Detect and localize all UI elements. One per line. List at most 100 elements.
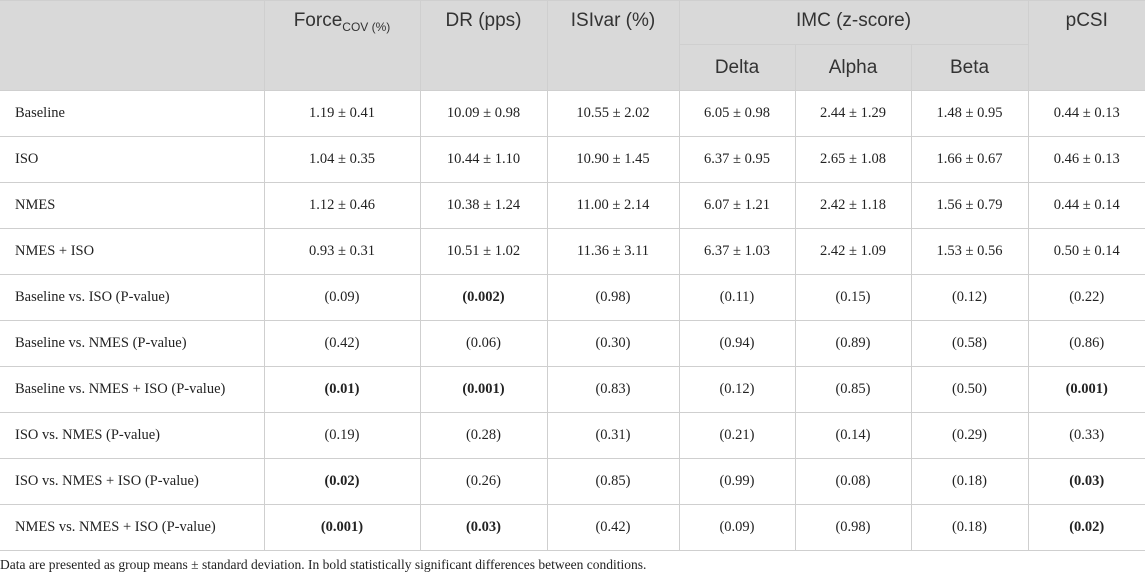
table-cell: 1.53 ± 0.56 — [910, 228, 1029, 275]
row-label: ISO vs. NMES + ISO (P-value) — [0, 458, 265, 505]
table-cell: (0.11) — [678, 274, 796, 321]
table-cell: 2.65 ± 1.08 — [794, 136, 912, 183]
table-cell: (0.02) — [1027, 504, 1145, 551]
table-cell: (0.14) — [794, 412, 912, 459]
table-header: ForceCOV (%) DR (pps) ISIvar (%) IMC (z-… — [0, 0, 1145, 91]
table-row: Baseline vs. ISO (P-value) (0.09) (0.002)(… — [0, 274, 1145, 321]
table-cell: 2.42 ± 1.18 — [794, 182, 912, 229]
row-label: ISO — [0, 136, 265, 183]
table-cell: 6.37 ± 1.03 — [678, 228, 796, 275]
header-imc: IMC (z-score) — [678, 0, 1029, 45]
table-row: ISO vs. NMES + ISO (P-value) (0.02) (0.26)… — [0, 458, 1145, 505]
table-cell: (0.22) — [1027, 274, 1145, 321]
table-cell: 0.46 ± 0.13 — [1027, 136, 1145, 183]
row-label: Baseline vs. NMES (P-value) — [0, 320, 265, 367]
table-cell: 0.44 ± 0.14 — [1027, 182, 1145, 229]
table-cell: (0.01) — [263, 366, 421, 413]
table-cell: (0.89) — [794, 320, 912, 367]
table-row: Baseline 1.19 ± 0.41 10.09 ± 0.98 10.55 ± 2… — [0, 90, 1145, 137]
table-row: ISO vs. NMES (P-value) (0.19) (0.28) (0.31)… — [0, 412, 1145, 459]
table-cell: (0.03) — [1027, 458, 1145, 505]
table-cell: (0.03) — [419, 504, 548, 551]
table-cell: 6.05 ± 0.98 — [678, 90, 796, 137]
table-cell: 2.42 ± 1.09 — [794, 228, 912, 275]
table-cell: (0.30) — [546, 320, 680, 367]
table-cell: (0.94) — [678, 320, 796, 367]
header-force-subscript: COV (%) — [342, 20, 391, 34]
table-cell: (0.18) — [910, 504, 1029, 551]
table-cell: 1.48 ± 0.95 — [910, 90, 1029, 137]
table-cell: (0.83) — [546, 366, 680, 413]
table-cell: (0.12) — [910, 274, 1029, 321]
table-cell: 10.09 ± 0.98 — [419, 90, 548, 137]
table-cell: 1.12 ± 0.46 — [263, 182, 421, 229]
header-blank — [0, 0, 265, 91]
table-cell: 6.37 ± 0.95 — [678, 136, 796, 183]
row-label: Baseline — [0, 90, 265, 137]
header-isivar: ISIvar (%) — [546, 0, 680, 91]
table-cell: (0.85) — [546, 458, 680, 505]
table-cell: (0.86) — [1027, 320, 1145, 367]
table-body: Baseline 1.19 ± 0.41 10.09 ± 0.98 10.55 ± 2… — [0, 90, 1145, 551]
row-label: Baseline vs. ISO (P-value) — [0, 274, 265, 321]
table-cell: 0.50 ± 0.14 — [1027, 228, 1145, 275]
table-row: ISO 1.04 ± 0.35 10.44 ± 1.10 10.90 ± 1.45 6.… — [0, 136, 1145, 183]
table-row: Baseline vs. NMES + ISO (P-value) (0.01)(… — [0, 366, 1145, 413]
table-cell: (0.06) — [419, 320, 548, 367]
table-cell: 10.90 ± 1.45 — [546, 136, 680, 183]
table-cell: (0.19) — [263, 412, 421, 459]
table-cell: 6.07 ± 1.21 — [678, 182, 796, 229]
header-imc-delta: Delta — [679, 44, 796, 91]
header-imc-beta: Beta — [910, 44, 1028, 91]
table-cell: (0.31) — [546, 412, 680, 459]
table-cell: 10.51 ± 1.02 — [419, 228, 548, 275]
table-cell: (0.001) — [419, 366, 548, 413]
table-cell: 1.66 ± 0.67 — [910, 136, 1029, 183]
table-cell: 0.93 ± 0.31 — [263, 228, 421, 275]
table-cell: 11.00 ± 2.14 — [546, 182, 680, 229]
table-cell: 1.04 ± 0.35 — [263, 136, 421, 183]
table-cell: 1.56 ± 0.79 — [910, 182, 1029, 229]
table-cell: (0.33) — [1027, 412, 1145, 459]
row-label: NMES — [0, 182, 265, 229]
table-cell: (0.08) — [794, 458, 912, 505]
table-row: NMES 1.12 ± 0.46 10.38 ± 1.24 11.00 ± 2.14 6… — [0, 182, 1145, 229]
table-cell: (0.99) — [678, 458, 796, 505]
table-footnote: Data are presented as group means ± stan… — [0, 557, 647, 572]
table-cell: (0.28) — [419, 412, 548, 459]
table-cell: (0.21) — [678, 412, 796, 459]
row-label: Baseline vs. NMES + ISO (P-value) — [0, 366, 265, 413]
table-cell: (0.50) — [910, 366, 1029, 413]
table-cell: (0.42) — [263, 320, 421, 367]
header-force-label: Force — [293, 10, 343, 31]
table-cell: (0.02) — [263, 458, 421, 505]
table-cell: (0.15) — [794, 274, 912, 321]
table-row: NMES vs. NMES + ISO (P-value) (0.001) (0.0… — [0, 504, 1145, 551]
table-cell: (0.09) — [678, 504, 796, 551]
table-cell: (0.42) — [546, 504, 680, 551]
table-cell: 10.44 ± 1.10 — [419, 136, 548, 183]
table-cell: 0.44 ± 0.13 — [1027, 90, 1145, 137]
header-imc-alpha: Alpha — [794, 44, 912, 91]
row-label: NMES + ISO — [0, 228, 265, 275]
header-dr: DR (pps) — [419, 0, 548, 91]
table-cell: (0.001) — [1027, 366, 1145, 413]
table-cell: 1.19 ± 0.41 — [263, 90, 421, 137]
row-label: ISO vs. NMES (P-value) — [0, 412, 265, 459]
table-cell: (0.18) — [910, 458, 1029, 505]
table-row: NMES + ISO 0.93 ± 0.31 10.51 ± 1.02 11.36 ±… — [0, 228, 1145, 275]
table-cell: 2.44 ± 1.29 — [794, 90, 912, 137]
table-cell: 11.36 ± 3.11 — [546, 228, 680, 275]
table-cell: (0.98) — [794, 504, 912, 551]
table-cell: (0.85) — [794, 366, 912, 413]
table-cell: (0.12) — [678, 366, 796, 413]
table-cell: (0.26) — [419, 458, 548, 505]
table-cell: (0.002) — [419, 274, 548, 321]
header-force-cov: ForceCOV (%) — [263, 0, 421, 91]
table-cell: 10.55 ± 2.02 — [546, 90, 680, 137]
table-cell: (0.58) — [910, 320, 1029, 367]
table-cell: (0.09) — [263, 274, 421, 321]
header-pcsi: pCSI — [1027, 0, 1145, 91]
table-cell: (0.98) — [546, 274, 680, 321]
table-cell: (0.001) — [263, 504, 421, 551]
